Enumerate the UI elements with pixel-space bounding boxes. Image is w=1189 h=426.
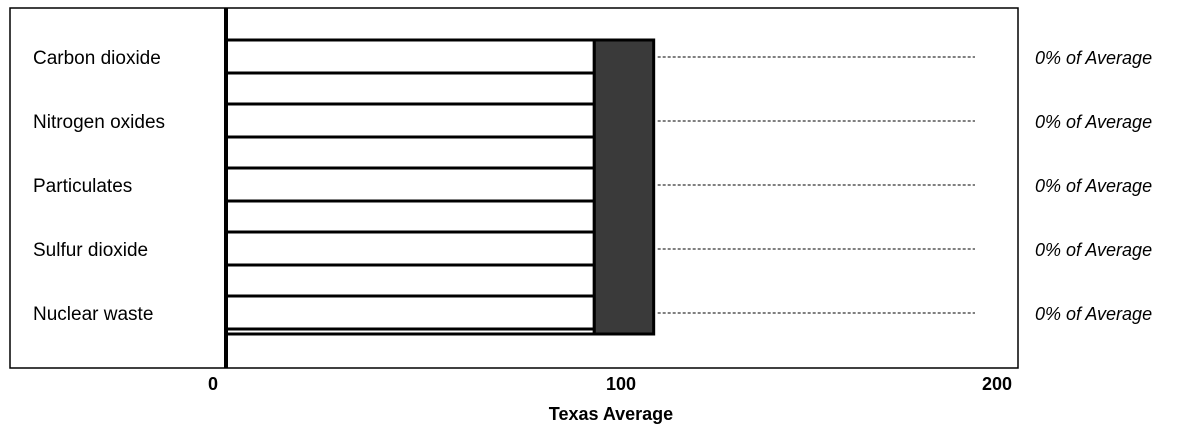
category-label: Nuclear waste bbox=[33, 304, 153, 325]
x-tick-label: 0 bbox=[208, 374, 218, 394]
plot-frame bbox=[9, 7, 1019, 369]
x-tick-label: 100 bbox=[606, 374, 636, 394]
percent-annotation: 0% of Average bbox=[1035, 112, 1152, 132]
category-label: Sulfur dioxide bbox=[33, 240, 148, 261]
average-band bbox=[224, 38, 596, 336]
ticks-layer: 0 100 200 bbox=[208, 374, 1012, 394]
reference-band bbox=[592, 38, 656, 336]
labels-layer: Carbon dioxide 0% of Average Nitrogen oxid… bbox=[33, 48, 1152, 325]
percent-annotation: 0% of Average bbox=[1035, 176, 1152, 196]
percent-annotation: 0% of Average bbox=[1035, 48, 1152, 68]
category-label: Carbon dioxide bbox=[33, 48, 161, 69]
percent-annotation: 0% of Average bbox=[1035, 304, 1152, 324]
percent-annotation: 0% of Average bbox=[1035, 240, 1152, 260]
category-label: Particulates bbox=[33, 176, 132, 197]
category-label: Nitrogen oxides bbox=[33, 112, 165, 133]
leaders-layer bbox=[657, 56, 975, 314]
x-tick-label: 200 bbox=[982, 374, 1012, 394]
bands-layer bbox=[224, 38, 656, 336]
x-axis-title: Texas Average bbox=[549, 404, 673, 424]
